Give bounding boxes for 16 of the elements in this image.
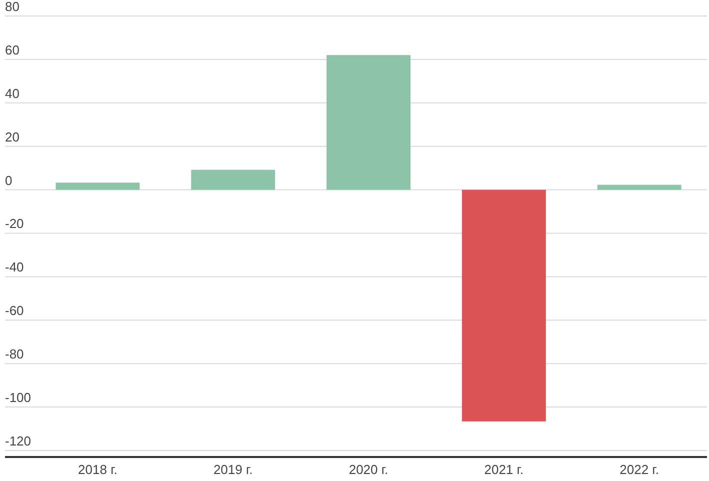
y-tick-label: 40	[5, 86, 20, 101]
y-tick-label: -120	[5, 433, 32, 448]
y-tick-label: -60	[5, 303, 24, 318]
y-tick-label: -100	[5, 390, 32, 406]
y-tick-label: -20	[5, 216, 24, 232]
x-tick-label: 2022 г.	[620, 462, 659, 477]
x-tick-label: 2019 г.	[213, 462, 253, 477]
y-tick-label: 80	[5, 0, 20, 14]
x-tick-label: 2021 г.	[484, 462, 524, 477]
y-tick-label: -80	[5, 346, 24, 362]
y-tick-label: 20	[5, 129, 20, 144]
y-tick-label: 60	[5, 42, 20, 58]
y-tick-label: -40	[5, 260, 24, 275]
x-tick-label: 2020 г.	[348, 462, 388, 477]
y-tick-label: 0	[5, 172, 12, 188]
x-tick-label: 2018 г.	[78, 462, 118, 477]
